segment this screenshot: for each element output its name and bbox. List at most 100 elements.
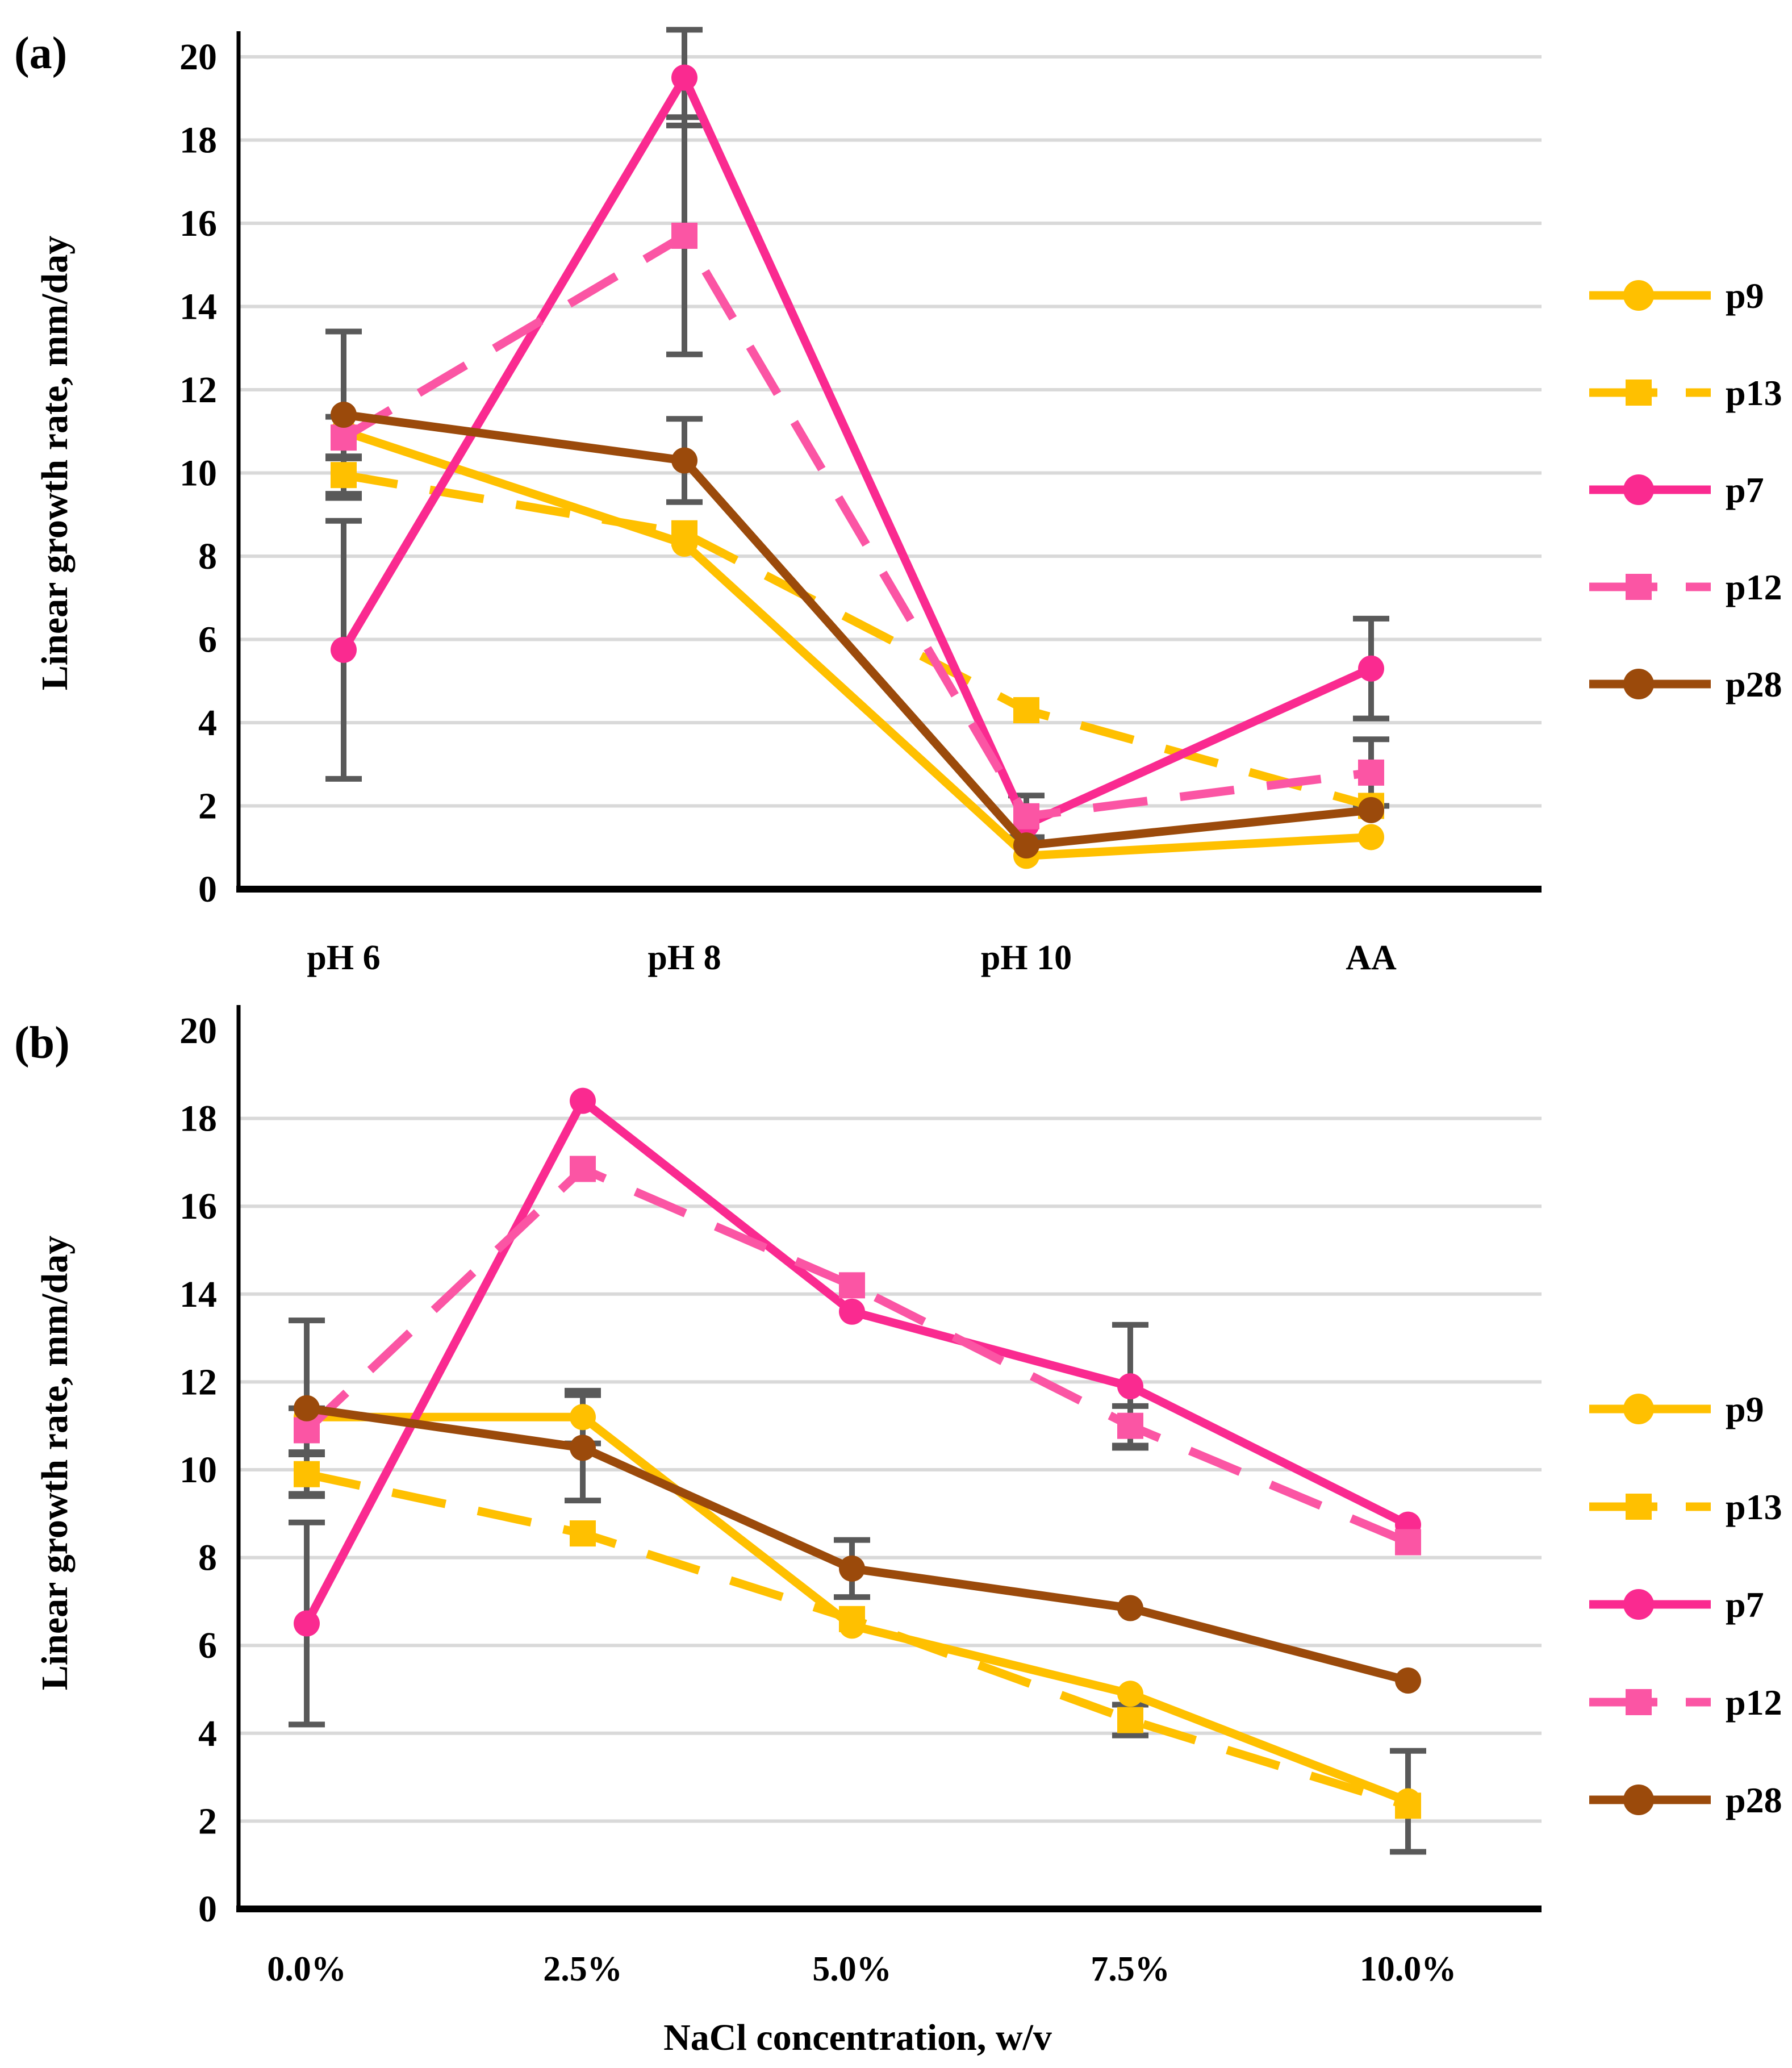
y-tick-label: 14 <box>179 286 217 328</box>
marker-p7 <box>294 1610 320 1637</box>
y-tick-label: 20 <box>179 36 217 78</box>
panel-b-label: (b) <box>14 1018 70 1068</box>
series-line-p9 <box>342 427 1372 860</box>
marker-p12 <box>570 1156 596 1182</box>
series-line-p13 <box>342 470 1373 810</box>
y-tick-label: 20 <box>179 1010 217 1052</box>
legend-label-p28: p28 <box>1726 664 1782 704</box>
marker-p7 <box>1358 655 1384 682</box>
panel-a-y-axis-title: Linear growth rate, mm/day <box>34 236 76 690</box>
marker-p12 <box>1358 759 1384 786</box>
legend-item-p28: p28 <box>1589 664 1782 704</box>
legend-marker-p28 <box>1623 1785 1654 1815</box>
marker-p28 <box>671 447 697 474</box>
marker-p7 <box>671 64 697 91</box>
marker-p28 <box>294 1395 320 1421</box>
legend-item-p13: p13 <box>1589 373 1782 413</box>
marker-p7 <box>1117 1373 1143 1400</box>
legend-label-p7: p7 <box>1726 470 1764 510</box>
marker-p9 <box>1358 824 1384 850</box>
y-tick-label: 14 <box>179 1274 217 1315</box>
marker-p28 <box>331 401 357 428</box>
y-tick-label: 6 <box>198 619 217 661</box>
marker-p7 <box>331 636 357 663</box>
marker-p13 <box>671 520 697 547</box>
series-line-p28 <box>343 410 1372 850</box>
y-tick-label: 10 <box>179 453 217 494</box>
legend-marker-p7 <box>1623 1589 1654 1620</box>
series-line-p7 <box>303 1096 1410 1626</box>
x-axis-title: NaCl concentration, w/v <box>663 2017 1052 2058</box>
marker-p28 <box>1013 832 1039 859</box>
x-category-label: pH 10 <box>981 939 1072 977</box>
marker-p13 <box>570 1520 596 1547</box>
legend-marker-p9 <box>1623 1394 1654 1424</box>
marker-p12 <box>1013 803 1039 829</box>
legend-marker-p13 <box>1626 1494 1652 1520</box>
y-tick-label: 10 <box>179 1449 217 1491</box>
x-category-label: 7.5% <box>1091 1950 1170 1988</box>
marker-p28 <box>1117 1595 1143 1621</box>
y-tick-label: 4 <box>198 702 217 744</box>
legend-item-p12: p12 <box>1589 567 1782 607</box>
legend-item-p28: p28 <box>1589 1780 1782 1820</box>
legend-label-p28: p28 <box>1726 1780 1782 1820</box>
marker-p12 <box>331 424 357 451</box>
marker-p7 <box>839 1298 865 1325</box>
y-tick-label: 0 <box>198 869 217 910</box>
marker-p13 <box>294 1461 320 1487</box>
marker-p28 <box>570 1435 596 1461</box>
x-category-label: pH 6 <box>307 939 380 977</box>
legend-label-p13: p13 <box>1726 1487 1782 1527</box>
series-line-p28 <box>306 1404 1409 1685</box>
panel-b-y-axis-title: Linear growth rate, mm/day <box>34 1236 76 1690</box>
series-line-p12 <box>303 1165 1410 1546</box>
legend-label-p12: p12 <box>1726 567 1782 607</box>
marker-p13 <box>839 1606 865 1632</box>
marker-p7 <box>570 1087 596 1114</box>
marker-p28 <box>839 1555 865 1582</box>
marker-p12 <box>839 1272 865 1299</box>
legend-item-p13: p13 <box>1589 1487 1782 1527</box>
panel-b-chart: 0 2 4 6 8 10 12 14 16 18 20 0.0% 2.5% 5.0% 7.5% 10.0% p9… <box>179 1005 1782 1988</box>
y-tick-label: 12 <box>179 1361 217 1403</box>
marker-p13 <box>1395 1792 1421 1819</box>
y-tick-label: 18 <box>179 120 217 161</box>
marker-p28 <box>1395 1667 1421 1694</box>
marker-p13 <box>1117 1707 1143 1733</box>
marker-p28 <box>1358 797 1384 823</box>
y-tick-label: 2 <box>198 786 217 827</box>
y-tick-label: 16 <box>179 1186 217 1227</box>
series-line-p12 <box>341 231 1372 821</box>
x-category-label: pH 8 <box>648 939 721 977</box>
y-tick-label: 8 <box>198 536 217 577</box>
x-category-label: 10.0% <box>1360 1950 1457 1988</box>
x-category-label: 0.0% <box>267 1950 346 1988</box>
legend-marker-p12 <box>1626 1689 1652 1715</box>
series-line-p7 <box>340 73 1373 829</box>
y-tick-label: 18 <box>179 1098 217 1140</box>
legend-item-p12: p12 <box>1589 1682 1782 1723</box>
y-tick-label: 8 <box>198 1537 217 1579</box>
legend-label-p7: p7 <box>1726 1585 1764 1625</box>
y-tick-label: 4 <box>198 1713 217 1754</box>
x-category-label: AA <box>1346 939 1397 977</box>
legend-item-p7: p7 <box>1589 470 1764 510</box>
legend-marker-p9 <box>1623 280 1654 311</box>
legend-label-p13: p13 <box>1726 373 1782 413</box>
marker-p13 <box>331 462 357 489</box>
marker-p12 <box>294 1417 320 1444</box>
legend-item-p9: p9 <box>1589 276 1764 316</box>
legend-marker-p13 <box>1626 380 1652 406</box>
y-tick-label: 0 <box>198 1888 217 1930</box>
marker-p12 <box>1395 1529 1421 1556</box>
y-tick-label: 2 <box>198 1800 217 1842</box>
x-category-label: 5.0% <box>812 1950 892 1988</box>
legend-marker-p7 <box>1623 474 1654 505</box>
panel-a-label: (a) <box>14 28 67 78</box>
legend-label-p12: p12 <box>1726 1682 1782 1723</box>
y-tick-label: 16 <box>179 203 217 244</box>
marker-p9 <box>1117 1681 1143 1707</box>
